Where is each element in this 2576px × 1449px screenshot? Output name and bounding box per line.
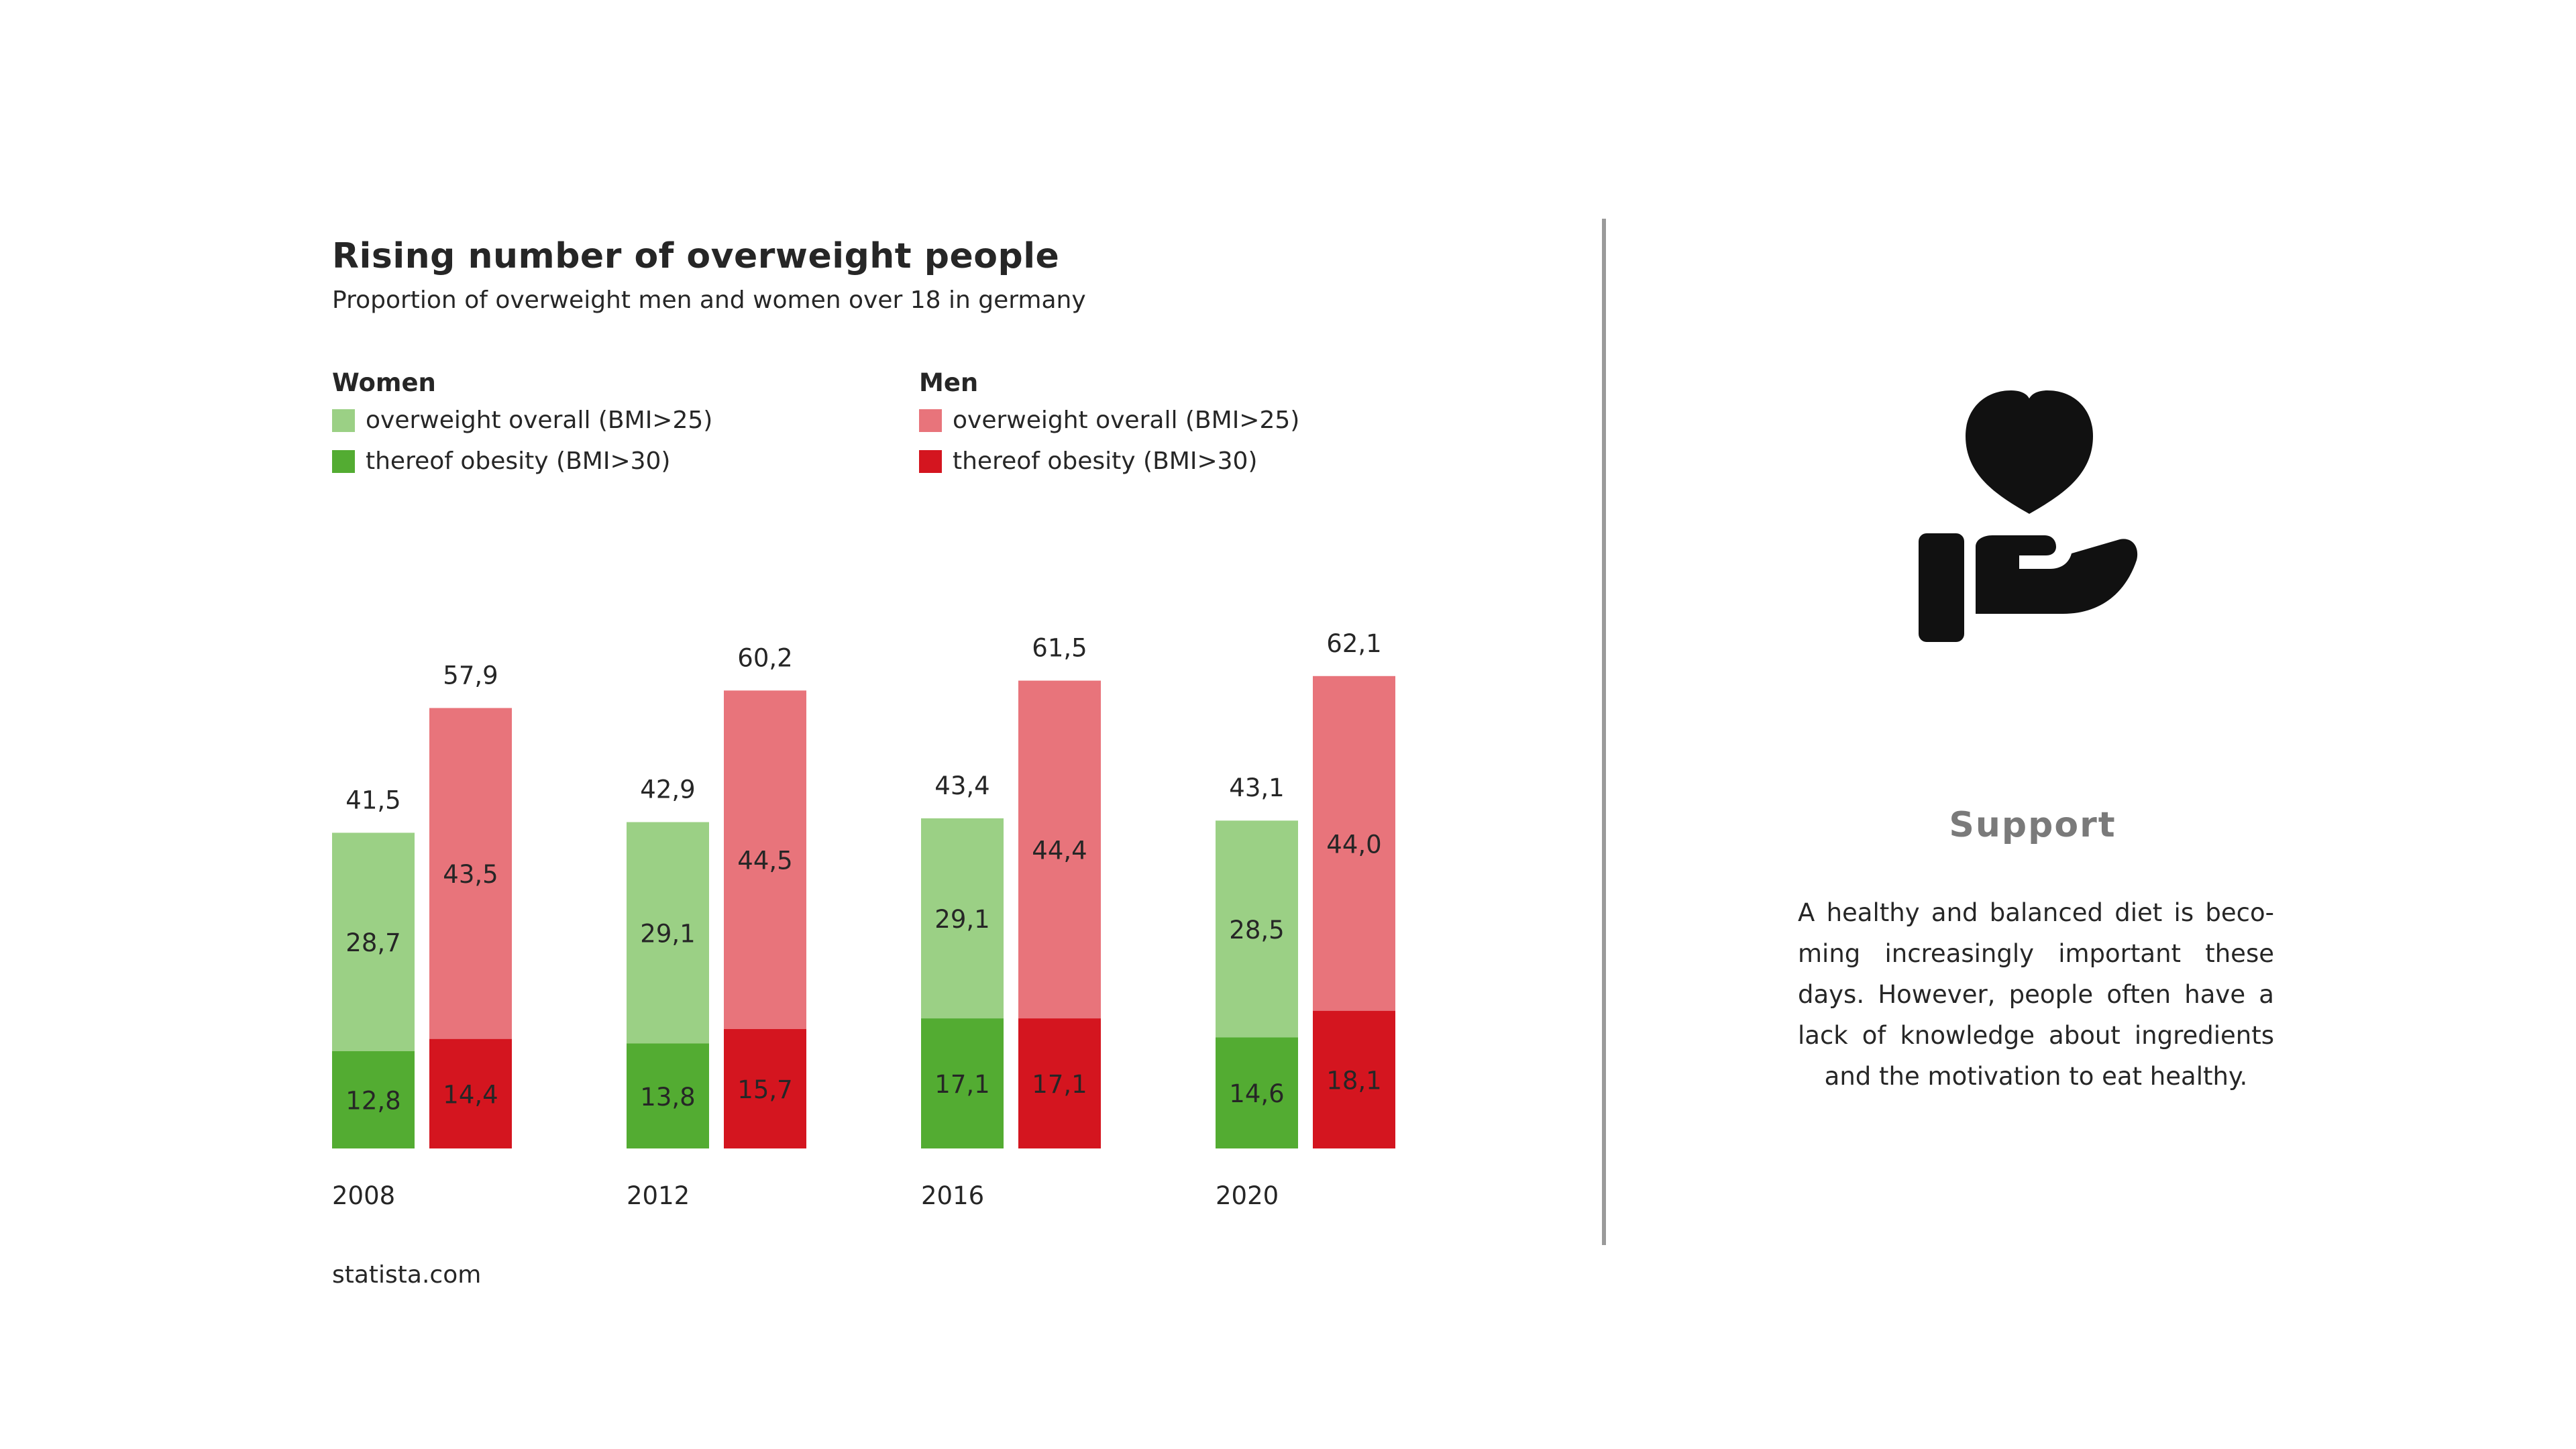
legend-men: Men overweight overall (BMI>25) thereof … [919,366,1299,482]
bar-women-overweight-2008 [332,833,415,1051]
bar-women-obesity-2008 [332,1051,415,1148]
label-men-obesity-2020: 18,1 [1326,1066,1381,1095]
label-men-overweight-2008: 43,5 [443,860,498,889]
legend-men-overweight-label: overweight overall (BMI>25) [953,407,1300,434]
label-women-obesity-2012: 13,8 [640,1083,695,1112]
x-tick-label-2016: 2016 [921,1181,984,1210]
bar-women-overweight-2020 [1216,820,1298,1038]
x-tick-label-2020: 2020 [1216,1181,1279,1210]
legend-men-obesity: thereof obesity (BMI>30) [919,441,1299,482]
bar-men-overweight-2016 [1018,680,1101,1019]
label-women-total-2016: 43,4 [934,771,989,800]
chart-subtitle: Proportion of overweight men and women o… [332,286,1086,314]
legend-men-obesity-label: thereof obesity (BMI>30) [953,447,1258,475]
bar-men-obesity-2012 [724,1028,806,1148]
legend-women-overweight: overweight overall (BMI>25) [332,400,712,441]
bar-men-overweight-2020 [1313,676,1395,1011]
label-men-overweight-2012: 44,5 [737,847,792,875]
label-women-total-2012: 42,9 [640,775,695,804]
bar-men-obesity-2020 [1313,1010,1395,1148]
legend-women-heading: Women [332,368,436,397]
bar-men-overweight-2012 [724,690,806,1029]
x-tick-label-2008: 2008 [332,1181,395,1210]
legend-men-heading: Men [919,368,979,397]
legend-swatch-women-overweight [332,409,355,432]
label-women-obesity-2008: 12,8 [345,1086,400,1115]
support-text: A healthy and balanced diet is beco­ming… [1798,898,2274,1091]
label-men-total-2008: 57,9 [443,661,498,690]
legend-swatch-men-overweight [919,409,942,432]
label-women-overweight-2016: 29,1 [934,905,989,934]
label-men-total-2012: 60,2 [737,643,792,672]
legend-women-obesity-label: thereof obesity (BMI>30) [366,447,671,475]
label-men-obesity-2008: 14,4 [443,1080,498,1109]
label-women-overweight-2012: 29,1 [640,920,695,949]
x-tick-label-2012: 2012 [627,1181,690,1210]
label-men-overweight-2020: 44,0 [1326,830,1381,859]
legend-women-overweight-label: overweight overall (BMI>25) [366,407,713,434]
label-men-total-2020: 62,1 [1326,629,1381,658]
bar-women-obesity-2020 [1216,1037,1298,1148]
legend-swatch-women-obesity [332,449,355,473]
label-women-overweight-2020: 28,5 [1229,916,1284,945]
bar-women-obesity-2012 [627,1043,709,1148]
bar-men-obesity-2016 [1018,1018,1101,1148]
bar-women-obesity-2016 [921,1018,1004,1148]
bar-women-overweight-2012 [627,822,709,1044]
legend-swatch-men-obesity [919,449,942,473]
bar-chart: 41,5 28,7 12,8 57,9 43,5 14,4 2008 42,9 29,1 13,8… [332,629,1395,1210]
legend-men-overweight: overweight overall (BMI>25) [919,400,1299,441]
label-women-total-2008: 41,5 [345,786,400,814]
label-women-obesity-2016: 17,1 [934,1070,989,1099]
legend-women: Women overweight overall (BMI>25) thereo… [332,366,712,482]
bar-men-obesity-2008 [429,1038,512,1148]
label-men-overweight-2016: 44,4 [1032,836,1087,865]
divider [1602,219,1606,1245]
heart-in-hand-icon [1919,390,2138,642]
label-women-total-2020: 43,1 [1229,773,1284,802]
bar-men-overweight-2008 [429,708,512,1039]
bar-women-overweight-2016 [921,818,1004,1019]
chart-title: Rising number of overweight people [332,236,1060,276]
label-men-obesity-2016: 17,1 [1032,1070,1087,1099]
source-label: statista.com [332,1261,482,1289]
support-title: Support [1949,805,2116,845]
label-men-total-2016: 61,5 [1032,634,1087,663]
label-women-obesity-2020: 14,6 [1229,1079,1284,1108]
label-men-obesity-2012: 15,7 [737,1075,792,1104]
label-women-overweight-2008: 28,7 [345,928,400,957]
legend-women-obesity: thereof obesity (BMI>30) [332,441,712,482]
